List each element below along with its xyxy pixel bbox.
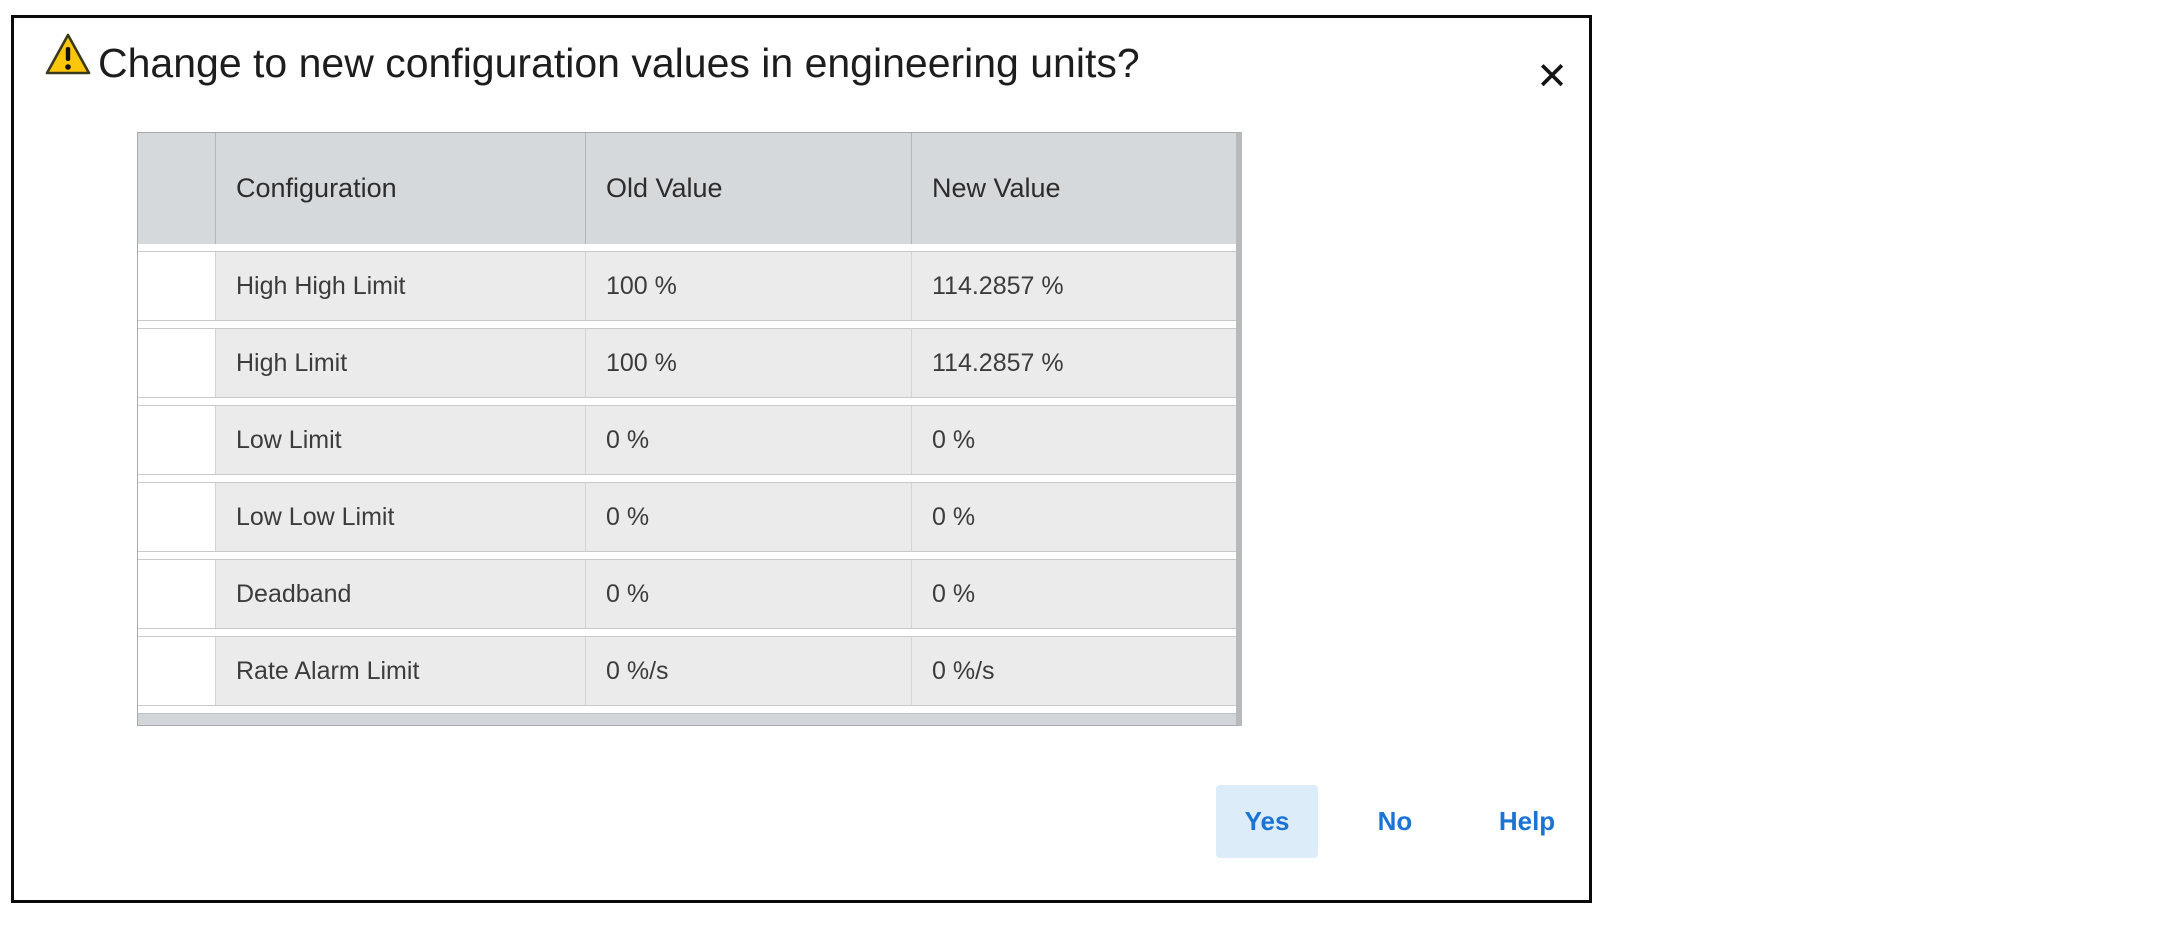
- config-change-table: Configuration Old Value New Value High H…: [137, 132, 1242, 726]
- dialog-title: Change to new configuration values in en…: [98, 40, 1140, 86]
- table-header-old-value: Old Value: [585, 133, 911, 244]
- row-selector-cell[interactable]: [138, 406, 215, 474]
- row-selector-cell[interactable]: [138, 329, 215, 397]
- old-value-cell: 100 %: [585, 252, 911, 320]
- table-header-new-value: New Value: [911, 133, 1236, 244]
- old-value-cell: 0 %: [585, 560, 911, 628]
- table-header-row: Configuration Old Value New Value: [138, 133, 1236, 244]
- old-value-cell: 100 %: [585, 329, 911, 397]
- row-selector-cell[interactable]: [138, 252, 215, 320]
- no-button[interactable]: No: [1342, 785, 1448, 858]
- configuration-cell: Deadband: [215, 560, 585, 628]
- table-header-configuration: Configuration: [215, 133, 585, 244]
- table-header-selector: [138, 133, 215, 244]
- configuration-cell: Low Limit: [215, 406, 585, 474]
- horizontal-scrollbar-track: [138, 713, 1236, 725]
- new-value-cell: 0 %/s: [911, 637, 1236, 705]
- old-value-cell: 0 %: [585, 406, 911, 474]
- configuration-cell: Low Low Limit: [215, 483, 585, 551]
- row-selector-cell[interactable]: [138, 637, 215, 705]
- table-row[interactable]: High High Limit 100 % 114.2857 %: [138, 251, 1236, 321]
- old-value-cell: 0 %/s: [585, 637, 911, 705]
- close-icon[interactable]: ✕: [1526, 50, 1578, 102]
- table-row[interactable]: Rate Alarm Limit 0 %/s 0 %/s: [138, 636, 1236, 706]
- warning-triangle-icon: [45, 33, 91, 75]
- new-value-cell: 0 %: [911, 560, 1236, 628]
- row-selector-cell[interactable]: [138, 560, 215, 628]
- table-row[interactable]: High Limit 100 % 114.2857 %: [138, 328, 1236, 398]
- configuration-cell: High High Limit: [215, 252, 585, 320]
- table-row[interactable]: Low Low Limit 0 % 0 %: [138, 482, 1236, 552]
- table-row[interactable]: Deadband 0 % 0 %: [138, 559, 1236, 629]
- new-value-cell: 0 %: [911, 483, 1236, 551]
- row-selector-cell[interactable]: [138, 483, 215, 551]
- new-value-cell: 114.2857 %: [911, 252, 1236, 320]
- new-value-cell: 114.2857 %: [911, 329, 1236, 397]
- yes-button[interactable]: Yes: [1216, 785, 1318, 858]
- old-value-cell: 0 %: [585, 483, 911, 551]
- configuration-cell: High Limit: [215, 329, 585, 397]
- confirmation-dialog: Change to new configuration values in en…: [11, 15, 1592, 903]
- help-button[interactable]: Help: [1470, 785, 1584, 858]
- configuration-cell: Rate Alarm Limit: [215, 637, 585, 705]
- new-value-cell: 0 %: [911, 406, 1236, 474]
- table-row[interactable]: Low Limit 0 % 0 %: [138, 405, 1236, 475]
